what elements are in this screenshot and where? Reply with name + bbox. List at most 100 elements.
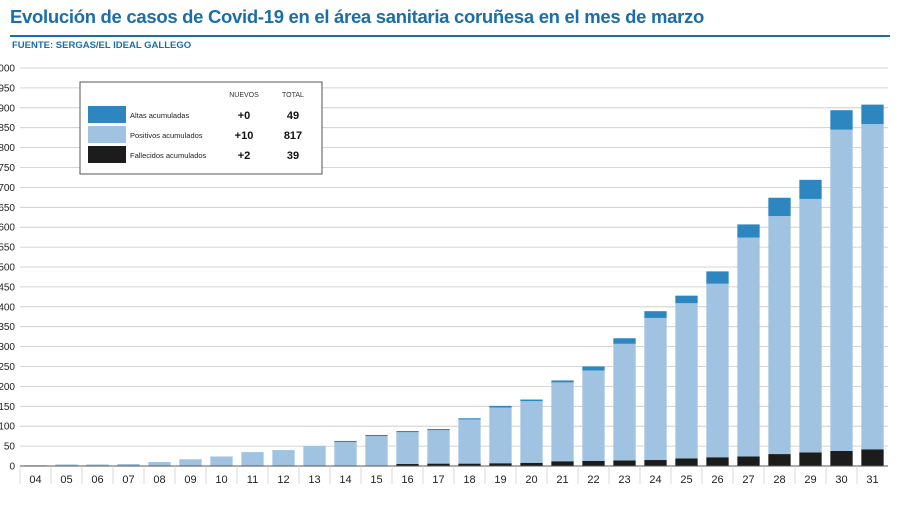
- bar-segment: [675, 295, 698, 304]
- bar-segment: [396, 432, 419, 465]
- bar-segment: [489, 405, 512, 408]
- bar-segment: [427, 430, 450, 464]
- x-tick-label: 08: [153, 474, 165, 486]
- y-tick-label: 400: [0, 302, 15, 313]
- legend-label: Fallecidos acumulados: [130, 151, 207, 160]
- bar-segment: [613, 460, 636, 466]
- bar-segment: [830, 129, 853, 451]
- x-tick-label: 14: [339, 474, 351, 486]
- bar-segment: [737, 237, 760, 457]
- legend-new-value: +2: [238, 150, 251, 162]
- bar-segment: [396, 430, 419, 433]
- bar-segment: [768, 216, 791, 455]
- x-tick-label: 21: [556, 474, 568, 486]
- y-tick-label: 650: [0, 203, 15, 214]
- x-tick-label: 24: [649, 474, 661, 486]
- bar-segment: [799, 452, 822, 466]
- y-tick-label: 850: [0, 123, 15, 134]
- bar-segment: [272, 450, 295, 466]
- bar-segment: [644, 460, 667, 466]
- bar-segment: [334, 440, 357, 443]
- bar-segment: [179, 459, 202, 466]
- bar-segment: [241, 452, 264, 466]
- legend-label: Positivos acumulados: [130, 131, 203, 140]
- x-tick-label: 27: [742, 474, 754, 486]
- x-tick-label: 25: [680, 474, 692, 486]
- bar-segment: [86, 464, 109, 466]
- y-tick-label: 750: [0, 163, 15, 174]
- title-rule: [10, 35, 890, 37]
- bar-segment: [148, 462, 171, 466]
- bar-segment: [861, 449, 884, 466]
- bar-segment: [55, 464, 78, 466]
- y-tick-label: 950: [0, 83, 15, 94]
- legend-swatch: [88, 146, 126, 163]
- bar-segment: [706, 271, 729, 284]
- x-tick-label: 19: [494, 474, 506, 486]
- y-tick-label: 1000: [0, 64, 15, 75]
- legend-col-new: NUEVOS: [229, 92, 259, 99]
- bar-segment: [737, 224, 760, 238]
- x-axis-ticks: 04 05 06 07 08 09 10 11 12 13 14 15 16 17 18 19 20 21 22 23…: [19, 466, 879, 486]
- x-tick-label: 28: [773, 474, 785, 486]
- bar-segment: [768, 197, 791, 217]
- bar-segment: [613, 343, 636, 461]
- legend-swatch: [88, 126, 126, 143]
- x-tick-label: 17: [432, 474, 444, 486]
- bar-segment: [458, 463, 481, 466]
- bar-segment: [582, 460, 605, 466]
- bar-segment: [117, 464, 140, 466]
- bar-segment: [830, 110, 853, 130]
- bar-segment: [551, 380, 574, 383]
- bar-segment: [365, 434, 388, 437]
- bar-segment: [520, 399, 543, 402]
- y-tick-label: 100: [0, 422, 15, 433]
- y-tick-label: 500: [0, 263, 15, 274]
- bar-segment: [799, 198, 822, 453]
- bar-segment: [303, 446, 326, 466]
- bar-segment: [830, 450, 853, 466]
- chart-title: Evolución de casos de Covid-19 en el áre…: [10, 6, 704, 27]
- y-tick-label: 900: [0, 103, 15, 114]
- bar-segment: [520, 462, 543, 466]
- y-tick-label: 250: [0, 362, 15, 373]
- y-axis-ticks: 0 50 100 150 200 250 300 350 400 450 500 550 600 650 7…: [0, 64, 15, 473]
- x-tick-label: 12: [277, 474, 289, 486]
- bar-segment: [427, 463, 450, 466]
- bar-segment: [458, 419, 481, 464]
- legend-new-value: +10: [235, 130, 254, 142]
- bars: [24, 104, 884, 466]
- x-tick-label: 16: [401, 474, 413, 486]
- x-tick-label: 29: [804, 474, 816, 486]
- bar-segment: [334, 442, 357, 466]
- bar-segment: [737, 456, 760, 466]
- bar-segment: [861, 104, 884, 125]
- x-tick-label: 20: [525, 474, 537, 486]
- bar-segment: [489, 407, 512, 464]
- y-tick-label: 550: [0, 243, 15, 254]
- bar-segment: [799, 179, 822, 199]
- bar-segment: [675, 458, 698, 466]
- legend-total-value: 49: [287, 110, 299, 122]
- legend-total-value: 39: [287, 150, 299, 162]
- bar-segment: [458, 418, 481, 420]
- y-tick-label: 300: [0, 342, 15, 353]
- legend-col-total: TOTAL: [282, 92, 304, 99]
- bar-segment: [520, 401, 543, 463]
- x-tick-label: 15: [370, 474, 382, 486]
- bar-segment: [706, 283, 729, 458]
- x-tick-label: 18: [463, 474, 475, 486]
- legend-label: Altas acumuladas: [130, 111, 189, 120]
- y-tick-label: 600: [0, 223, 15, 234]
- bar-segment: [396, 464, 419, 466]
- y-tick-label: 450: [0, 282, 15, 293]
- x-tick-label: 22: [587, 474, 599, 486]
- bar-segment: [365, 436, 388, 466]
- x-tick-label: 04: [29, 474, 41, 486]
- y-tick-label: 150: [0, 402, 15, 413]
- bar-segment: [768, 454, 791, 466]
- x-tick-label: 09: [184, 474, 196, 486]
- x-tick-label: 07: [122, 474, 134, 486]
- legend-swatch: [88, 106, 126, 123]
